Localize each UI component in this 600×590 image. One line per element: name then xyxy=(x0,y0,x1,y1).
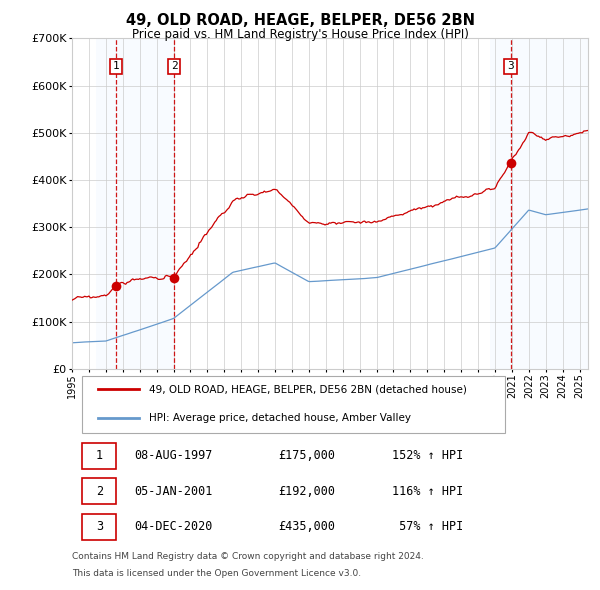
Text: 49, OLD ROAD, HEAGE, BELPER, DE56 2BN (detached house): 49, OLD ROAD, HEAGE, BELPER, DE56 2BN (d… xyxy=(149,384,467,394)
FancyBboxPatch shape xyxy=(82,376,505,432)
Text: 04-DEC-2020: 04-DEC-2020 xyxy=(134,520,212,533)
FancyBboxPatch shape xyxy=(82,442,116,469)
Text: 57% ↑ HPI: 57% ↑ HPI xyxy=(392,520,463,533)
Text: £192,000: £192,000 xyxy=(278,485,335,498)
Text: Price paid vs. HM Land Registry's House Price Index (HPI): Price paid vs. HM Land Registry's House … xyxy=(131,28,469,41)
Text: HPI: Average price, detached house, Amber Valley: HPI: Average price, detached house, Ambe… xyxy=(149,413,412,423)
Text: 152% ↑ HPI: 152% ↑ HPI xyxy=(392,449,463,462)
FancyBboxPatch shape xyxy=(82,478,116,504)
Text: 05-JAN-2001: 05-JAN-2001 xyxy=(134,485,212,498)
Text: 116% ↑ HPI: 116% ↑ HPI xyxy=(392,485,463,498)
Text: Contains HM Land Registry data © Crown copyright and database right 2024.: Contains HM Land Registry data © Crown c… xyxy=(72,552,424,560)
FancyBboxPatch shape xyxy=(82,514,116,540)
Text: 3: 3 xyxy=(96,520,103,533)
Text: 1: 1 xyxy=(96,449,103,462)
Text: This data is licensed under the Open Government Licence v3.0.: This data is licensed under the Open Gov… xyxy=(72,569,361,578)
Text: £435,000: £435,000 xyxy=(278,520,335,533)
Text: 2: 2 xyxy=(96,485,103,498)
Text: 1: 1 xyxy=(113,61,119,71)
Bar xyxy=(490,38,588,369)
Text: 3: 3 xyxy=(507,61,514,71)
Text: 2: 2 xyxy=(171,61,178,71)
Text: £175,000: £175,000 xyxy=(278,449,335,462)
Bar xyxy=(95,38,174,369)
Text: 49, OLD ROAD, HEAGE, BELPER, DE56 2BN: 49, OLD ROAD, HEAGE, BELPER, DE56 2BN xyxy=(125,13,475,28)
Text: 08-AUG-1997: 08-AUG-1997 xyxy=(134,449,212,462)
